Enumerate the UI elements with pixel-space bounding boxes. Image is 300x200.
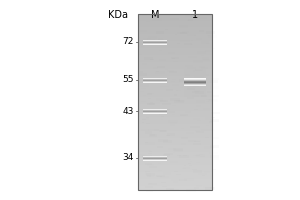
Text: M: M (151, 10, 159, 20)
Text: KDa: KDa (108, 10, 128, 20)
Text: 1: 1 (192, 10, 198, 20)
Bar (138, 14, 212, 190)
Text: 34: 34 (123, 154, 134, 162)
Text: 55: 55 (122, 75, 134, 84)
Text: 43: 43 (123, 106, 134, 116)
Text: 72: 72 (123, 38, 134, 46)
